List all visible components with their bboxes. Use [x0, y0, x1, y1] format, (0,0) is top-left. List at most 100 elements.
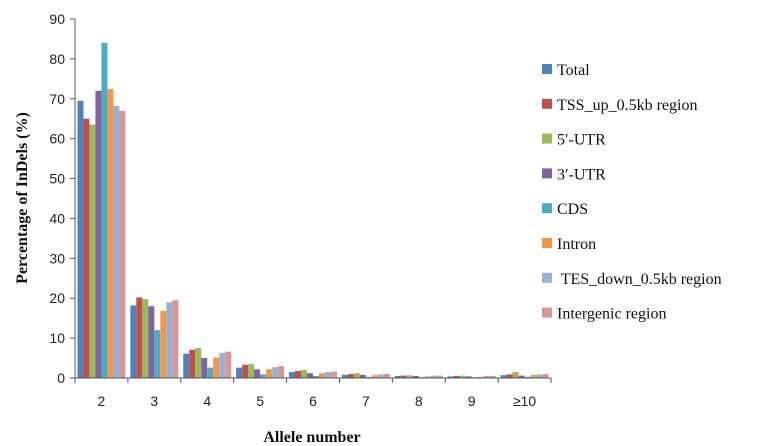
bar [325, 372, 331, 378]
bar [412, 376, 419, 378]
bar [272, 367, 279, 378]
bar [136, 297, 143, 378]
legend-label: TSS_up_0.5kb region [557, 97, 697, 114]
bar [254, 369, 261, 378]
bar [166, 302, 173, 378]
legend-swatch [542, 272, 552, 283]
bar [530, 374, 537, 378]
legend-swatch [542, 203, 552, 214]
bar [319, 373, 325, 378]
bar [394, 376, 401, 378]
legend-swatch [542, 98, 552, 109]
x-tick-label: 4 [203, 393, 211, 409]
bar [536, 374, 543, 378]
bar [119, 110, 126, 378]
legend: Total TSS_up_0.5kb region 5′-UTR 3′-UTR CDS I… [542, 62, 722, 323]
bar [201, 358, 208, 378]
x-tick-label: 8 [415, 393, 423, 409]
bar [242, 364, 249, 378]
bar [160, 310, 167, 378]
bar [371, 375, 378, 378]
bar [347, 374, 354, 378]
bar [383, 374, 390, 378]
bar [83, 118, 90, 378]
bar [260, 374, 267, 378]
x-tick-label: 3 [150, 393, 158, 409]
bar [248, 364, 255, 378]
bar [130, 305, 137, 378]
legend-swatch [542, 238, 552, 248]
bar [95, 90, 102, 379]
bar [331, 371, 337, 378]
bar [400, 375, 407, 378]
bar [278, 366, 285, 378]
bar [365, 376, 372, 378]
bar [341, 374, 348, 378]
bar [142, 299, 149, 378]
bar [154, 330, 161, 378]
legend-label: CDS [557, 201, 588, 218]
bar [266, 369, 273, 378]
y-tick-label: 40 [49, 210, 65, 226]
x-tick-label: ≥10 [513, 393, 536, 409]
y-tick-label: 70 [49, 91, 65, 107]
x-tick-label: 5 [256, 393, 264, 409]
bar [453, 376, 460, 378]
legend-label: Intergenic region [557, 306, 666, 323]
y-tick-label: 80 [49, 51, 65, 67]
bar [436, 375, 443, 378]
bar [195, 348, 202, 378]
y-axis-title: Percentage of InDels (%) [14, 112, 31, 284]
y-tick-label: 0 [57, 370, 65, 386]
bar [213, 357, 220, 378]
legend-swatch [542, 64, 552, 74]
legend-label: 5′-UTR [557, 132, 606, 149]
bar [465, 376, 472, 378]
bar [406, 375, 413, 378]
x-tick-label: 6 [309, 393, 317, 409]
bar [447, 376, 454, 378]
bar [430, 375, 437, 378]
y-tick-label: 30 [49, 250, 65, 266]
bar [148, 306, 155, 378]
y-tick-label: 90 [49, 11, 65, 27]
axes [74, 19, 551, 379]
legend-swatch [542, 307, 552, 318]
bar [301, 370, 307, 378]
bar [483, 376, 490, 378]
x-tick-label: 7 [362, 393, 370, 409]
y-tick-label: 60 [49, 131, 65, 147]
x-tick-label: 9 [468, 393, 476, 409]
bar [307, 373, 313, 378]
legend-label: Intron [557, 236, 596, 253]
bar [113, 105, 120, 379]
legend-swatch [542, 133, 552, 144]
bar [489, 376, 496, 378]
y-tick-label: 20 [49, 290, 65, 306]
bar [518, 375, 525, 378]
bar [477, 376, 484, 378]
bar [359, 374, 366, 378]
x-axis-ticks: 2 3 4 5 6 7 8 9 ≥10 [74, 378, 552, 409]
legend-swatch [542, 168, 552, 179]
bar [506, 374, 513, 378]
legend-label: TES_down_0.5kb region [557, 271, 722, 288]
legend-label: 3′-UTR [557, 166, 606, 183]
y-axis-ticks: 0 10 20 30 40 50 60 70 80 90 [49, 11, 75, 386]
bar [172, 300, 179, 378]
bar [500, 375, 507, 378]
x-tick-label: 2 [98, 393, 106, 409]
bar [77, 100, 84, 379]
bar [219, 352, 226, 378]
bar [183, 353, 190, 378]
bar [101, 42, 108, 378]
bar [524, 376, 531, 378]
bar [289, 372, 295, 378]
bar [424, 376, 431, 378]
bar [207, 367, 214, 378]
y-tick-label: 10 [49, 330, 65, 346]
bar [189, 349, 196, 378]
bar [236, 367, 243, 378]
bar [295, 370, 301, 378]
